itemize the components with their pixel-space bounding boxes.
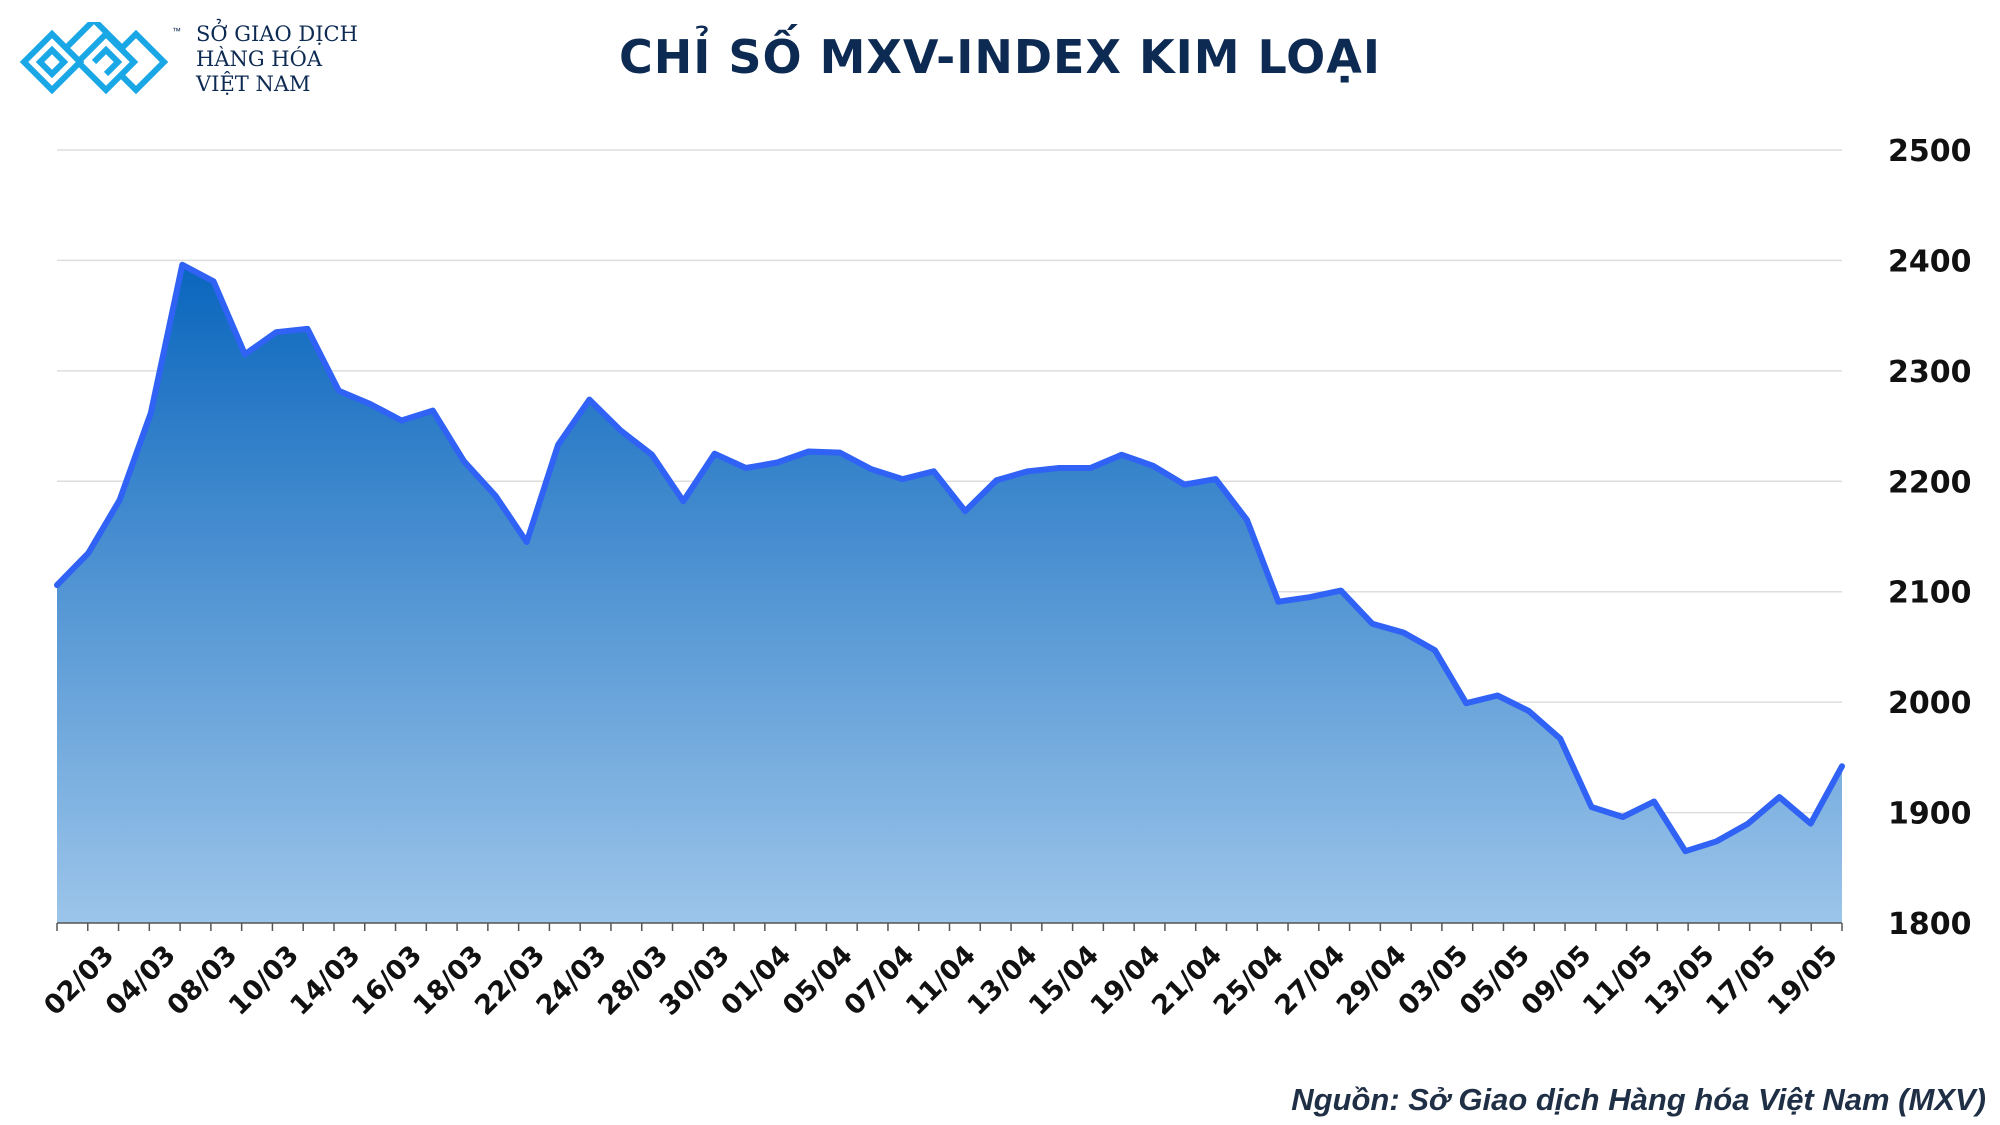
x-tick-label: 05/04 bbox=[777, 940, 859, 1022]
x-axis-ticks: 02/0304/0308/0310/0314/0316/0318/0322/03… bbox=[38, 940, 1843, 1022]
x-tick-label: 14/03 bbox=[284, 940, 366, 1022]
brand-name-line2: HÀNG HÓA bbox=[196, 47, 322, 71]
y-tick-label: 2100 bbox=[1888, 576, 1972, 611]
y-tick-label: 1800 bbox=[1888, 907, 1972, 942]
x-tick-label: 01/04 bbox=[715, 940, 797, 1022]
series-line bbox=[54, 261, 1845, 855]
brand-name-line1: SỞ GIAO DỊCH bbox=[196, 22, 358, 46]
y-tick-label: 2200 bbox=[1888, 465, 1972, 500]
x-tick-label: 11/04 bbox=[900, 940, 982, 1022]
mxv-logo bbox=[19, 22, 169, 95]
x-tick-label: 11/05 bbox=[1577, 940, 1659, 1022]
x-tick-label: 13/05 bbox=[1639, 940, 1721, 1022]
x-tick-label: 09/05 bbox=[1516, 940, 1598, 1022]
x-tick-label: 21/04 bbox=[1146, 940, 1228, 1022]
source-note: Nguồn: Sở Giao dịch Hàng hóa Việt Nam (M… bbox=[1291, 1082, 1986, 1117]
x-tick-label: 24/03 bbox=[531, 940, 613, 1022]
chart-title: CHỈ SỐ MXV-INDEX KIM LOẠI bbox=[619, 30, 1381, 84]
x-tick-label: 04/03 bbox=[100, 940, 182, 1022]
x-tick-label: 15/04 bbox=[1023, 940, 1105, 1022]
x-tick-label: 18/03 bbox=[408, 940, 490, 1022]
y-tick-label: 2000 bbox=[1888, 686, 1972, 721]
x-tick-label: 27/04 bbox=[1269, 940, 1351, 1022]
x-tick-label: 19/05 bbox=[1762, 940, 1844, 1022]
x-tick-label: 19/04 bbox=[1085, 940, 1167, 1022]
y-tick-label: 2300 bbox=[1888, 355, 1972, 390]
x-tick-label: 03/05 bbox=[1392, 940, 1474, 1022]
y-tick-label: 2400 bbox=[1888, 244, 1972, 279]
x-tick-label: 28/03 bbox=[592, 940, 674, 1022]
area-fill bbox=[57, 264, 1842, 923]
brand-name-line3: VIỆT NAM bbox=[196, 72, 311, 96]
x-axis bbox=[56, 922, 1843, 931]
x-tick-label: 30/03 bbox=[654, 940, 736, 1022]
brand-name: SỞ GIAO DỊCH HÀNG HÓA VIỆT NAM bbox=[196, 22, 358, 97]
y-tick-label: 1900 bbox=[1888, 797, 1972, 832]
y-axis-ticks: 1800 1900 2000 2100 2200 2300 2400 2500 bbox=[1888, 134, 1972, 942]
x-tick-label: 22/03 bbox=[469, 940, 551, 1022]
x-tick-label: 07/04 bbox=[838, 940, 920, 1022]
x-tick-label: 13/04 bbox=[962, 940, 1044, 1022]
x-tick-label: 29/04 bbox=[1331, 940, 1413, 1022]
x-tick-label: 02/03 bbox=[38, 940, 120, 1022]
x-tick-label: 17/05 bbox=[1700, 940, 1782, 1022]
x-tick-label: 25/04 bbox=[1208, 940, 1290, 1022]
x-tick-label: 08/03 bbox=[161, 940, 243, 1022]
trademark-symbol: ™ bbox=[172, 26, 181, 36]
x-tick-label: 16/03 bbox=[346, 940, 428, 1022]
x-tick-label: 10/03 bbox=[223, 940, 305, 1022]
y-tick-label: 2500 bbox=[1888, 134, 1972, 169]
x-tick-label: 05/05 bbox=[1454, 940, 1536, 1022]
